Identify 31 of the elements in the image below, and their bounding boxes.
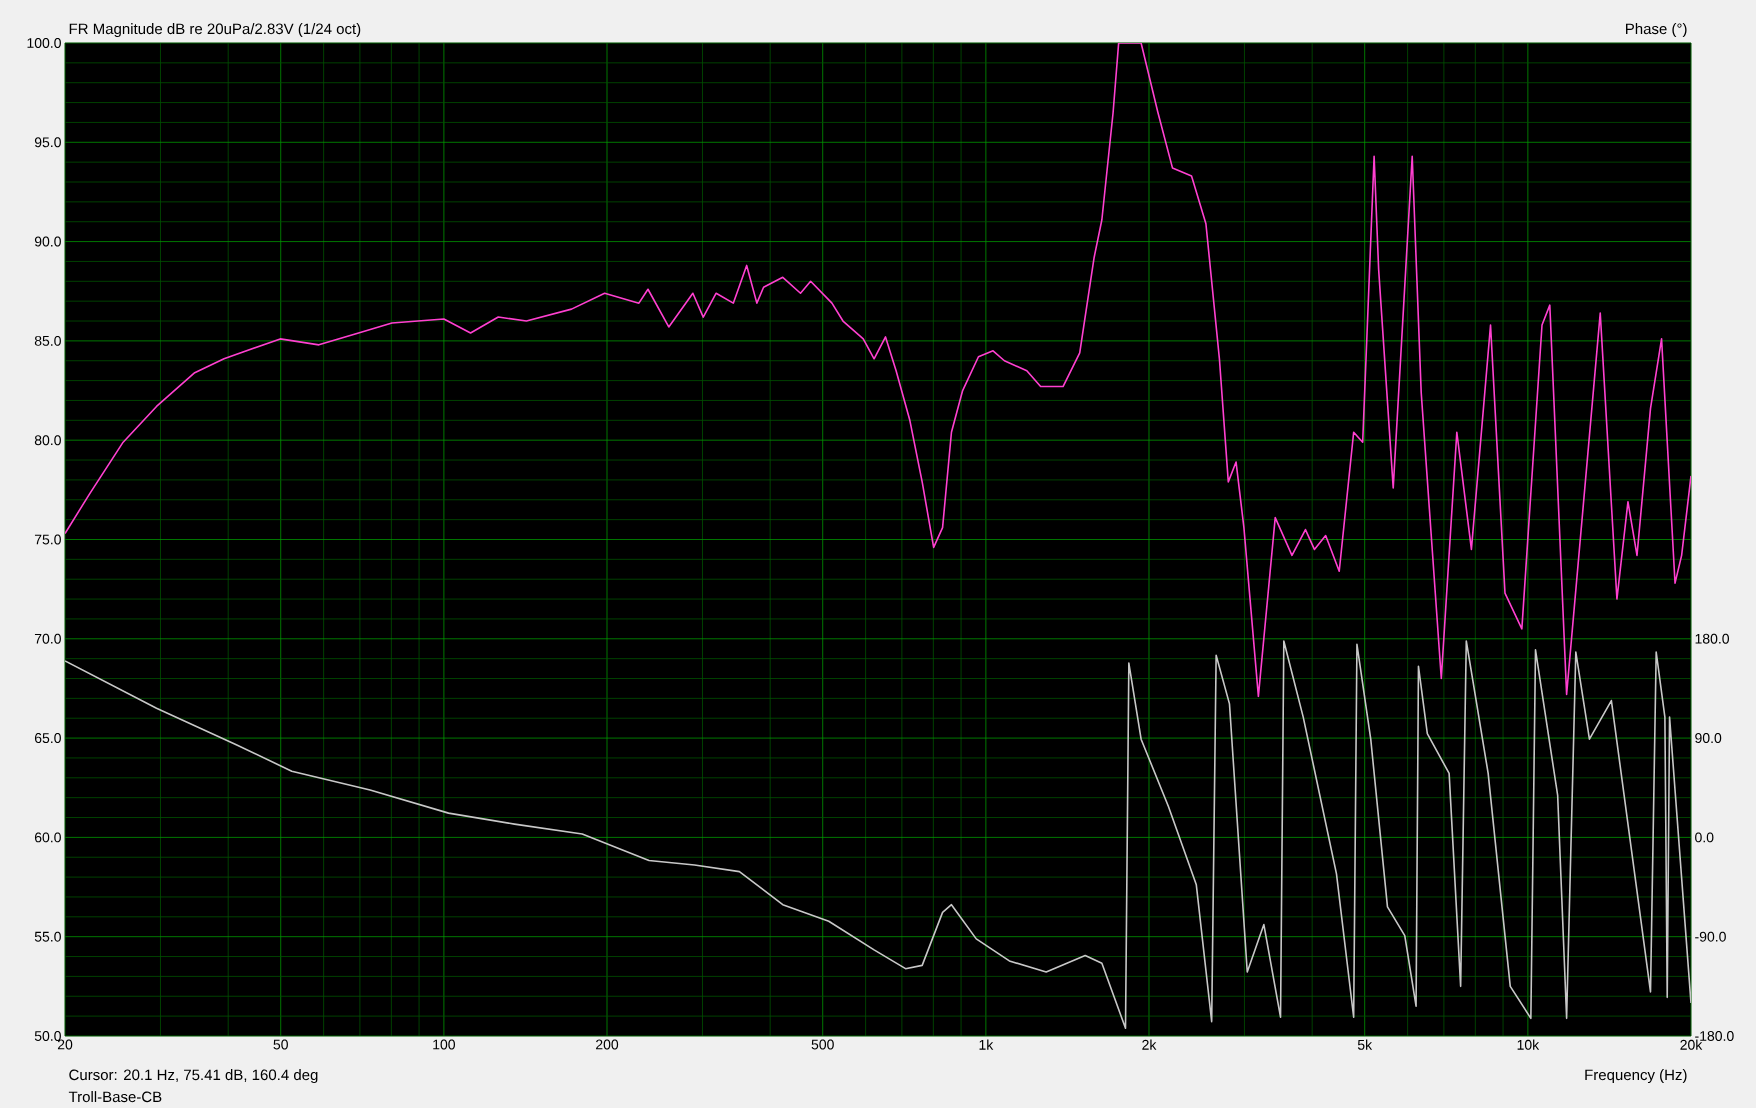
y2-tick-label: 180.0 [1695, 633, 1730, 644]
y-tick-label: 70.0 [34, 633, 61, 644]
y-tick-label: 60.0 [34, 832, 61, 843]
text: Troll-Base-CB [68, 1091, 162, 1103]
y-tick-label: 65.0 [34, 733, 61, 744]
y-tick-label: 100.0 [27, 38, 61, 48]
y2-tick-label: -90.0 [1695, 931, 1726, 942]
y2-tick-label: 90.0 [1695, 733, 1722, 744]
y-tick-label: 50.0 [34, 1031, 61, 1041]
y-tick-label: 75.0 [34, 534, 61, 545]
y2-tick-label: 0.0 [1695, 832, 1714, 843]
x-tick-label: 500 [811, 1039, 834, 1050]
y-tick-label: 90.0 [34, 236, 61, 247]
x-tick-label: 20k [1680, 1039, 1703, 1050]
x-tick-label: 50 [273, 1039, 288, 1050]
x-tick-label: 100 [433, 1039, 456, 1050]
y2-axis-title: Phase (°) [1626, 23, 1687, 38]
x-tick-label: 1k [979, 1039, 994, 1050]
x-tick-label: 20 [57, 1039, 73, 1050]
x-tick-label: 5k [1357, 1039, 1373, 1050]
y2-tick-label: -180.0 [1695, 1031, 1734, 1041]
y-tick-label: 95.0 [34, 137, 61, 148]
x-tick-label: 2k [1142, 1039, 1157, 1050]
x-axis-title: Frequency (Hz) [1585, 1069, 1687, 1084]
x-tick-label: 10k [1517, 1039, 1540, 1050]
y-tick-label: 55.0 [34, 931, 61, 942]
text: Cursor: 20.1 Hz, 75.41 dB, 160.4 deg [69, 1069, 318, 1084]
y-tick-label: 85.0 [34, 335, 61, 346]
y-tick-label: 80.0 [34, 435, 61, 446]
chart-title: FR Magnitude dB re 20uPa/2.83V (1/24 oct) [69, 23, 361, 38]
x-tick-label: 200 [596, 1039, 619, 1050]
